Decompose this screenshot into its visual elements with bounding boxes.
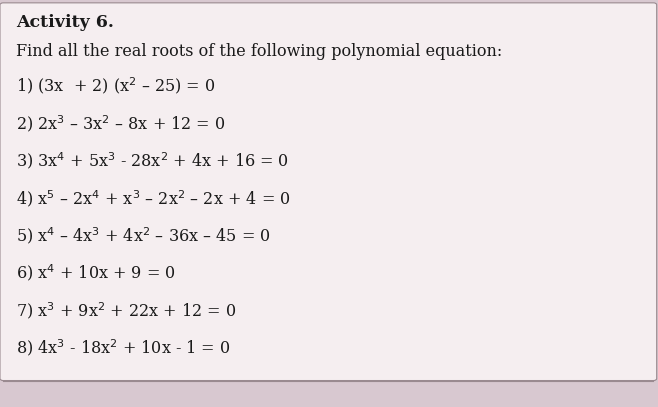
Text: 2) 2x$^3$ – 3x$^2$ – 8x + 12 = 0: 2) 2x$^3$ – 3x$^2$ – 8x + 12 = 0	[16, 113, 226, 133]
Text: 7) x$^3$ + 9x$^2$ + 22x + 12 = 0: 7) x$^3$ + 9x$^2$ + 22x + 12 = 0	[16, 300, 237, 321]
Text: 5) x$^4$ – 4x$^3$ + 4x$^2$ – 36x – 45 = 0: 5) x$^4$ – 4x$^3$ + 4x$^2$ – 36x – 45 = …	[16, 225, 271, 246]
Text: 3) 3x$^4$ + 5x$^3$ - 28x$^2$ + 4x + 16 = 0: 3) 3x$^4$ + 5x$^3$ - 28x$^2$ + 4x + 16 =…	[16, 150, 290, 171]
Text: 1) (3x  + 2) (x$^2$ – 25) = 0: 1) (3x + 2) (x$^2$ – 25) = 0	[16, 75, 216, 96]
Text: Find all the real roots of the following polynomial equation:: Find all the real roots of the following…	[16, 43, 503, 60]
Text: 4) x$^5$ – 2x$^4$ + x$^3$ – 2x$^2$ – 2x + 4 = 0: 4) x$^5$ – 2x$^4$ + x$^3$ – 2x$^2$ – 2x …	[16, 188, 291, 208]
FancyBboxPatch shape	[0, 3, 657, 381]
Text: 6) x$^4$ + 10x + 9 = 0: 6) x$^4$ + 10x + 9 = 0	[16, 263, 176, 283]
Text: Activity 6.: Activity 6.	[16, 14, 114, 31]
Text: 8) 4x$^3$ - 18x$^2$ + 10x - 1 = 0: 8) 4x$^3$ - 18x$^2$ + 10x - 1 = 0	[16, 337, 231, 358]
